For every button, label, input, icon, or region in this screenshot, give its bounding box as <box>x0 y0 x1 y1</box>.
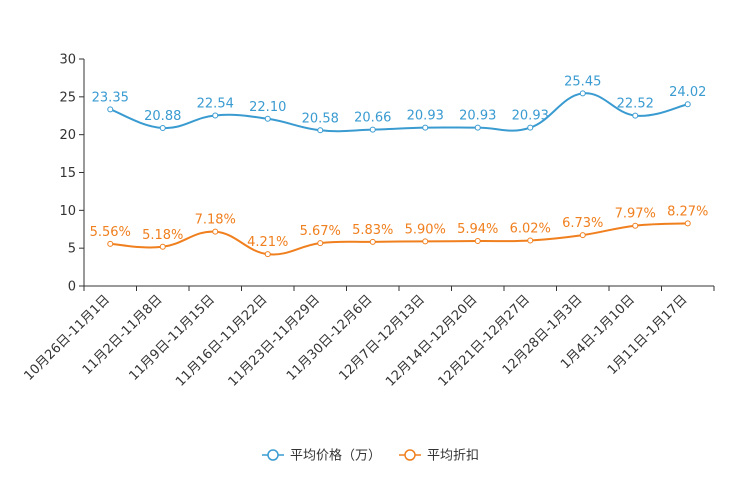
x-tick-label: 11月23日-11月29日 <box>226 292 323 389</box>
y-tick-label: 0 <box>68 280 76 295</box>
data-label: 22.54 <box>197 96 234 111</box>
y-tick-label: 20 <box>59 128 76 143</box>
y-tick-label: 15 <box>59 166 76 181</box>
data-point <box>684 220 691 227</box>
data-point <box>159 243 166 250</box>
data-label: 20.93 <box>407 109 444 124</box>
data-point <box>369 126 376 133</box>
data-point <box>212 112 219 119</box>
data-point <box>107 240 114 247</box>
data-point <box>212 228 219 235</box>
legend-marker-icon <box>404 449 416 461</box>
x-tick-label: 12月21日-12月27日 <box>436 292 533 389</box>
data-point <box>317 240 324 247</box>
legend-label: 平均折扣 <box>427 449 479 464</box>
data-point <box>107 106 114 113</box>
data-point <box>579 90 586 97</box>
data-label: 5.18% <box>142 228 183 243</box>
data-point <box>527 237 534 244</box>
data-point <box>422 238 429 245</box>
data-point <box>527 124 534 131</box>
data-point <box>264 251 271 258</box>
data-label: 6.73% <box>562 216 603 231</box>
data-label: 5.94% <box>457 222 498 237</box>
data-label: 4.21% <box>247 235 288 250</box>
data-label: 7.18% <box>195 213 236 228</box>
data-point <box>474 124 481 131</box>
data-label: 24.02 <box>669 85 706 100</box>
legend-item-2[interactable]: 平均折扣 <box>399 449 479 464</box>
y-tick-label: 10 <box>59 204 76 219</box>
x-tick-label: 12月14日-12月20日 <box>383 292 480 389</box>
y-tick-label: 5 <box>68 242 76 257</box>
data-point <box>632 222 639 229</box>
data-label: 5.56% <box>90 225 131 240</box>
data-label: 5.90% <box>405 222 446 237</box>
data-point <box>684 101 691 108</box>
data-label: 23.35 <box>92 90 129 105</box>
data-point <box>632 112 639 119</box>
data-point <box>317 127 324 134</box>
legend-item-1[interactable]: 平均价格（万） <box>262 448 381 464</box>
data-point <box>159 125 166 132</box>
data-label: 20.93 <box>512 109 549 124</box>
data-point <box>474 238 481 245</box>
data-point <box>579 232 586 239</box>
data-label: 6.02% <box>510 221 551 236</box>
data-label: 7.97% <box>615 207 656 222</box>
data-label: 20.88 <box>144 109 181 124</box>
data-point <box>264 115 271 122</box>
data-label: 22.10 <box>249 100 286 115</box>
data-label: 5.83% <box>352 223 393 238</box>
data-label: 5.67% <box>300 224 341 239</box>
data-label: 22.52 <box>617 97 654 112</box>
data-label: 20.93 <box>459 109 496 124</box>
data-label: 8.27% <box>667 204 708 219</box>
y-tick-label: 25 <box>59 90 76 105</box>
legend-marker-icon <box>267 449 279 461</box>
data-label: 25.45 <box>564 74 601 89</box>
data-label: 20.66 <box>354 111 391 126</box>
data-label: 20.58 <box>302 111 339 126</box>
x-tick-label: 11月16日-11月22日 <box>173 292 270 389</box>
data-point <box>369 238 376 245</box>
y-tick-label: 30 <box>59 53 76 68</box>
x-tick-label: 10月26日-11月1日 <box>21 292 113 384</box>
data-point <box>422 124 429 131</box>
series-line-2 <box>110 222 688 256</box>
legend-label: 平均价格（万） <box>290 448 381 464</box>
